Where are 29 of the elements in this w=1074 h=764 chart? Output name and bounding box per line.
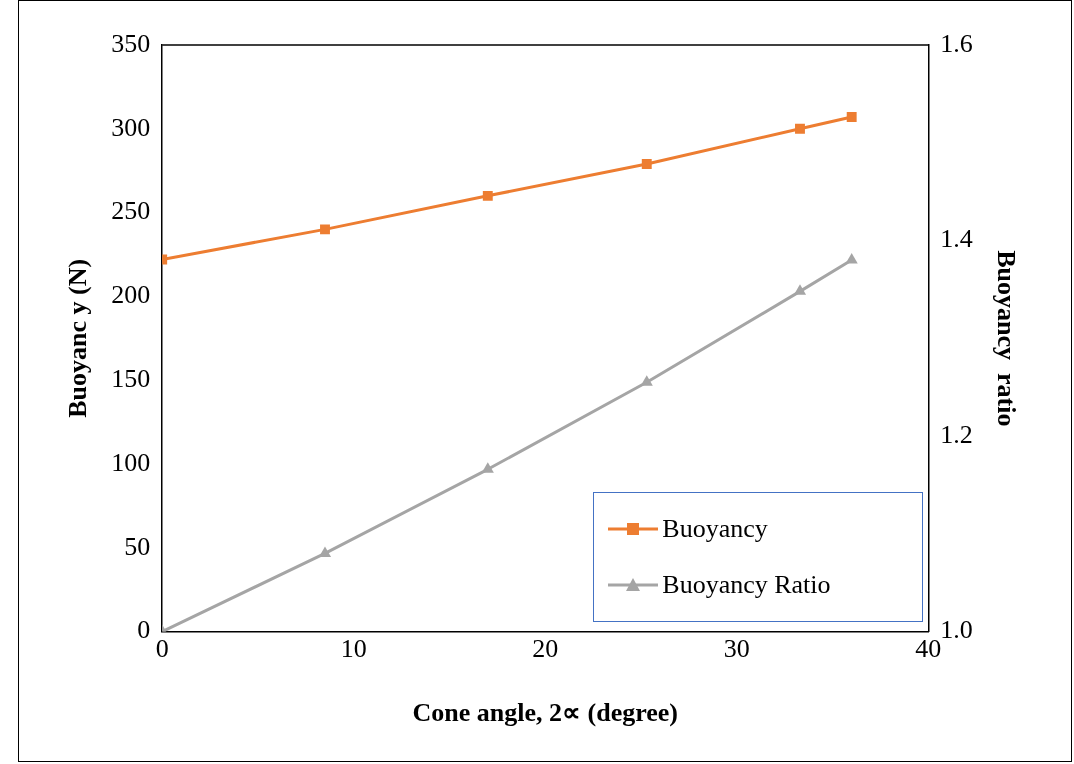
y-tick-label: 350 xyxy=(111,28,151,58)
y-axis-title: Buoyanc y (N) xyxy=(63,258,93,418)
y-tick-label: 0 xyxy=(137,615,151,645)
y-tick-label: 100 xyxy=(111,447,151,477)
point xyxy=(320,224,330,235)
point xyxy=(795,123,805,134)
x-tick-label: 20 xyxy=(532,634,559,664)
y-tick-label: 250 xyxy=(111,196,151,226)
legend-label: Buoyancy Ratio xyxy=(662,569,831,600)
y2-tick-label: 1.2 xyxy=(940,419,973,449)
point xyxy=(793,284,807,295)
y2-tick-label: 1.4 xyxy=(940,224,973,254)
y-tick-label: 300 xyxy=(111,112,151,142)
point xyxy=(318,546,332,557)
y2-tick-label: 1.6 xyxy=(940,28,973,58)
x-axis-title: Cone angle, 2∝ (degree) xyxy=(412,698,678,728)
x-tick-label: 10 xyxy=(340,634,367,664)
point xyxy=(482,190,493,201)
x-tick-label: 30 xyxy=(723,634,750,664)
legend-label: Buoyancy xyxy=(662,513,768,544)
point xyxy=(846,112,857,123)
y2-tick-label: 1.0 xyxy=(940,615,973,645)
point xyxy=(641,159,652,169)
y-tick-label: 200 xyxy=(111,280,151,310)
x-tick-label: 40 xyxy=(915,634,942,664)
y-tick-label: 150 xyxy=(111,364,151,394)
point xyxy=(845,253,858,264)
y2-axis-title: Buoyancy ratio xyxy=(991,250,1021,427)
y-tick-label: 50 xyxy=(124,531,151,561)
